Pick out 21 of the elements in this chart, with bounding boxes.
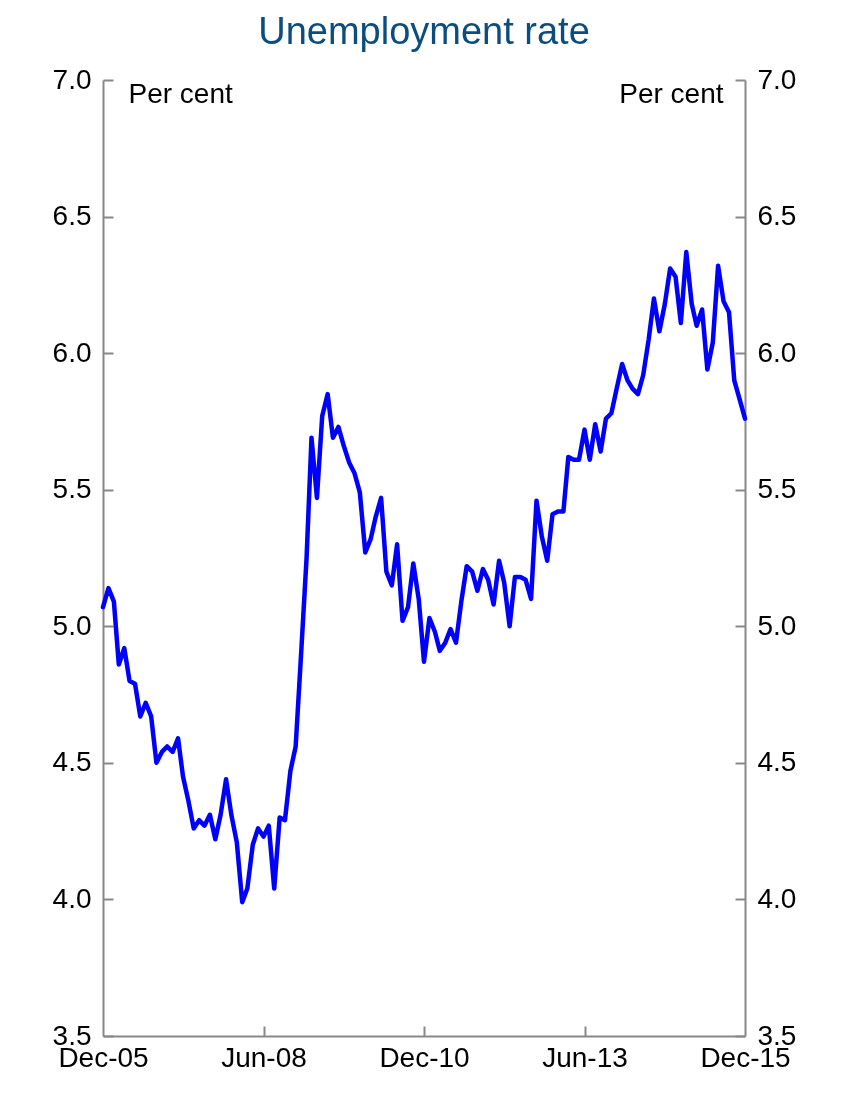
y2-axis-title: Per cent (619, 77, 724, 109)
y2-tick-label: 4.0 (757, 882, 797, 914)
y-tick-label: 4.0 (52, 882, 92, 914)
y-axis-title: Per cent (128, 77, 233, 109)
x-tick-label: Jun-08 (221, 1041, 307, 1073)
x-tick-label: Dec-10 (379, 1041, 470, 1073)
y2-tick-label: 6.5 (757, 200, 797, 232)
y-tick-label: 7.0 (52, 63, 92, 95)
y-tick-label: 6.5 (52, 200, 92, 232)
y-tick-label: 4.5 (52, 746, 92, 778)
x-tick-label: Jun-13 (542, 1041, 628, 1073)
y-tick-label: 6.0 (52, 336, 92, 368)
y2-tick-label: 7.0 (757, 63, 797, 95)
y2-tick-label: 5.0 (757, 609, 797, 641)
chart-title: Unemployment rate (258, 10, 590, 52)
y2-tick-label: 6.0 (757, 336, 797, 368)
y2-tick-label: 5.5 (757, 473, 797, 505)
y2-tick-label: 4.5 (757, 746, 797, 778)
y-tick-label: 5.0 (52, 609, 92, 641)
line-series (100, 249, 748, 905)
y-tick-label: 5.5 (52, 473, 92, 505)
